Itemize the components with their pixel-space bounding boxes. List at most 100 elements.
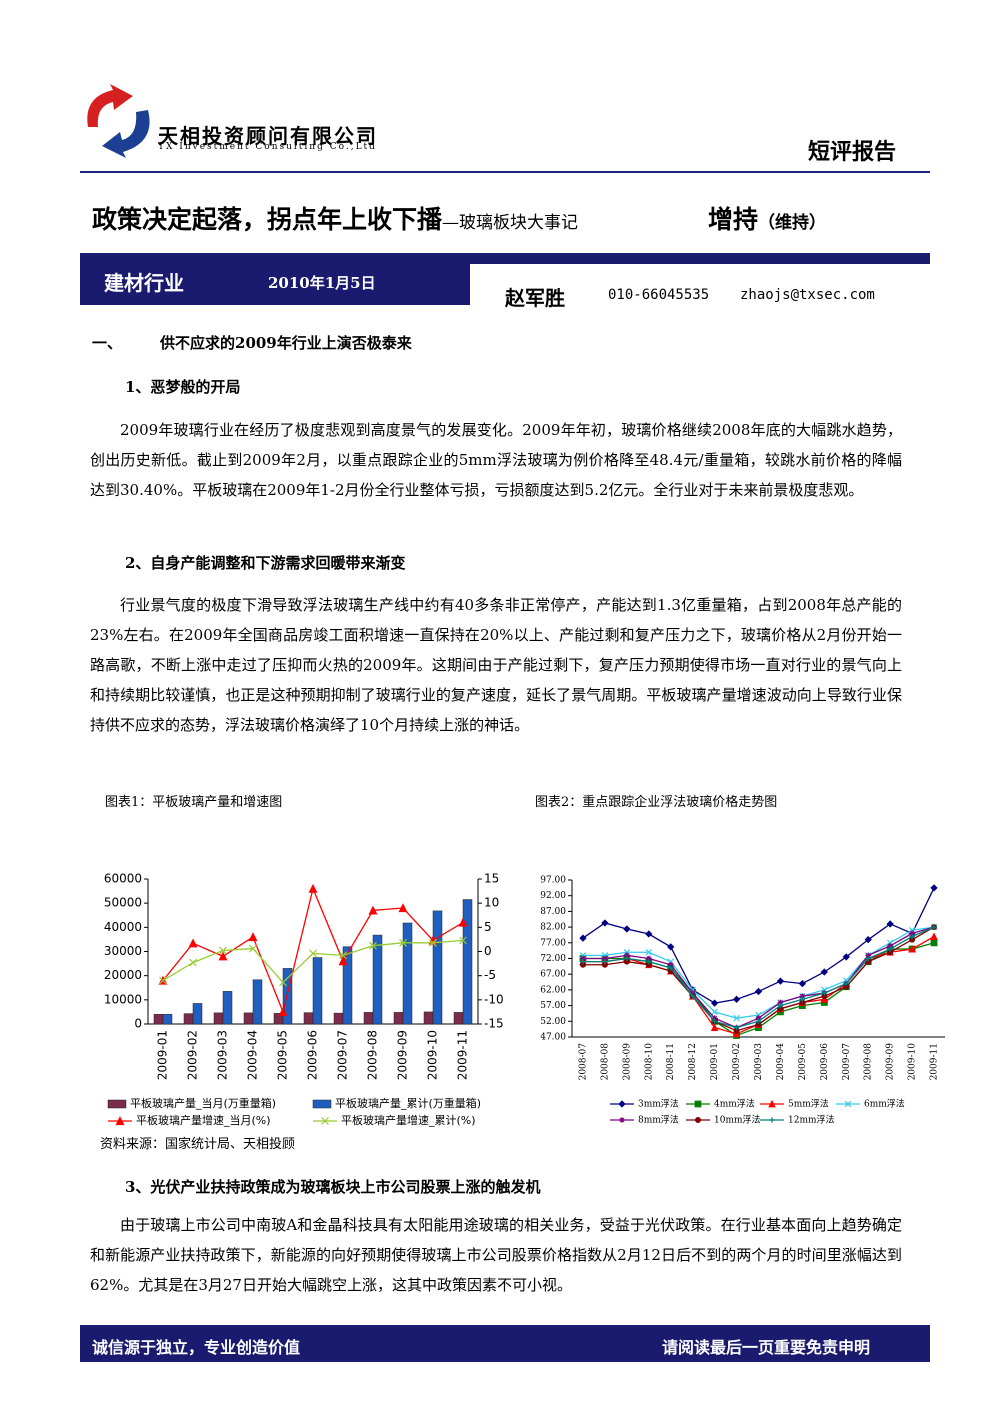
marker <box>188 938 198 948</box>
marker <box>733 1024 740 1031</box>
marker <box>689 993 696 999</box>
marker <box>732 1029 741 1038</box>
title: 政策决定起落，拐点年上收下播—玻璃板块大事记 <box>92 200 578 236</box>
marker <box>909 933 915 940</box>
rule <box>80 171 930 173</box>
marker <box>580 955 586 962</box>
y2-tick-label: 0 <box>484 944 492 958</box>
marker <box>369 941 377 950</box>
x-tick-label: 2009-01 <box>156 1030 170 1080</box>
legend-swatch <box>312 1099 332 1109</box>
source: 资料来源：国家统计局、天相投顾 <box>100 1137 296 1152</box>
subheading: 1、恶梦般的开局 <box>125 378 241 396</box>
marker <box>865 955 872 962</box>
email: zhaojs@txsec.com <box>740 287 875 303</box>
marker <box>624 955 630 962</box>
legend-label: 5mm浮法 <box>788 1098 829 1110</box>
bar <box>222 991 233 1025</box>
y-tick-label: 92.00 <box>540 891 566 901</box>
marker <box>908 944 916 953</box>
footer-band <box>80 1325 930 1362</box>
x-tick-label: 2009-07 <box>842 1043 852 1081</box>
marker <box>645 958 652 965</box>
x-tick-label: 2009-01 <box>710 1043 720 1080</box>
marker <box>602 955 608 962</box>
marker <box>398 903 408 913</box>
bar <box>153 1014 164 1025</box>
marker <box>710 1023 719 1031</box>
y-tick-label: 62.00 <box>540 985 566 995</box>
marker <box>645 948 653 956</box>
marker <box>776 977 785 985</box>
bar <box>342 946 353 1025</box>
marker <box>339 951 347 960</box>
marker <box>711 1008 718 1016</box>
y-tick-label: 97.00 <box>540 876 566 886</box>
date: 2010年1月5日 <box>268 274 376 292</box>
marker <box>711 1018 718 1025</box>
marker <box>865 952 872 959</box>
x-tick-label: 2009-06 <box>306 1030 320 1080</box>
figure-caption: 图表1：平板玻璃产量和增速图 <box>105 795 283 810</box>
marker <box>711 1015 718 1021</box>
logo <box>87 84 150 158</box>
band <box>80 253 470 305</box>
legend-marker <box>768 1099 776 1108</box>
bar <box>363 1012 374 1025</box>
x-tick-label: 2009-04 <box>246 1030 260 1080</box>
marker <box>887 946 893 952</box>
legend-label: 3mm浮法 <box>638 1098 679 1110</box>
marker <box>799 996 806 1003</box>
marker <box>777 999 784 1006</box>
x-tick-label: 2009-05 <box>276 1030 290 1080</box>
section-number: 一、 <box>92 334 123 352</box>
marker <box>732 995 741 1003</box>
bar <box>303 1012 314 1025</box>
legend-label: 6mm浮法 <box>864 1098 905 1110</box>
phone: 010-66045535 <box>608 287 710 303</box>
x-tick-label: 2008-10 <box>644 1043 654 1081</box>
bar <box>192 1003 203 1025</box>
bar <box>213 1012 224 1025</box>
y2-tick-label: -10 <box>484 992 504 1006</box>
bar <box>423 1011 434 1025</box>
rating: 增持（维持） <box>708 200 826 236</box>
marker <box>820 968 828 976</box>
x-tick-label: 2009-09 <box>396 1030 410 1080</box>
y-tick-label: 40000 <box>104 920 142 934</box>
marker <box>667 943 675 951</box>
marker <box>777 1002 784 1009</box>
analyst: 赵军胜 <box>505 286 565 310</box>
marker <box>799 993 806 999</box>
subheading: 2、自身产能调整和下游需求回暖带来渐变 <box>125 554 406 572</box>
marker <box>909 930 915 937</box>
bar <box>393 1012 404 1025</box>
marker <box>338 956 348 966</box>
legend-label: 10mm浮法 <box>714 1114 761 1126</box>
x-tick-label: 2009-09 <box>886 1043 896 1081</box>
title-sub: —玻璃板块大事记 <box>442 213 579 233</box>
marker <box>842 953 850 961</box>
paragraph: 行业景气度的极度下滑导致浮法玻璃生产线中约有40多条非正常停产，产能达到1.3亿… <box>90 596 902 734</box>
line <box>582 926 935 1029</box>
marker <box>308 883 318 893</box>
footer-left: 诚信源于独立，专业创造价值 <box>92 1338 301 1357</box>
marker <box>689 990 696 996</box>
x-tick-label: 2008-09 <box>622 1043 632 1081</box>
legend-marker <box>115 1116 125 1126</box>
marker <box>755 1015 762 1021</box>
bar <box>333 1012 344 1025</box>
marker <box>820 995 829 1003</box>
band-strip <box>80 253 930 264</box>
legend-marker <box>321 1117 329 1125</box>
marker <box>624 952 630 959</box>
footer-right: 请阅读最后一页重要免责申明 <box>662 1338 871 1357</box>
legend-label: 8mm浮法 <box>638 1114 679 1126</box>
rating-note: （维持） <box>758 213 827 233</box>
y2-tick-label: -5 <box>484 968 496 982</box>
legend-label: 平板玻璃产量增速_当月(%) <box>136 1113 271 1127</box>
line <box>582 926 935 1029</box>
legend-label: 平板玻璃产量增速_累计(%) <box>341 1113 476 1127</box>
marker <box>218 951 228 961</box>
